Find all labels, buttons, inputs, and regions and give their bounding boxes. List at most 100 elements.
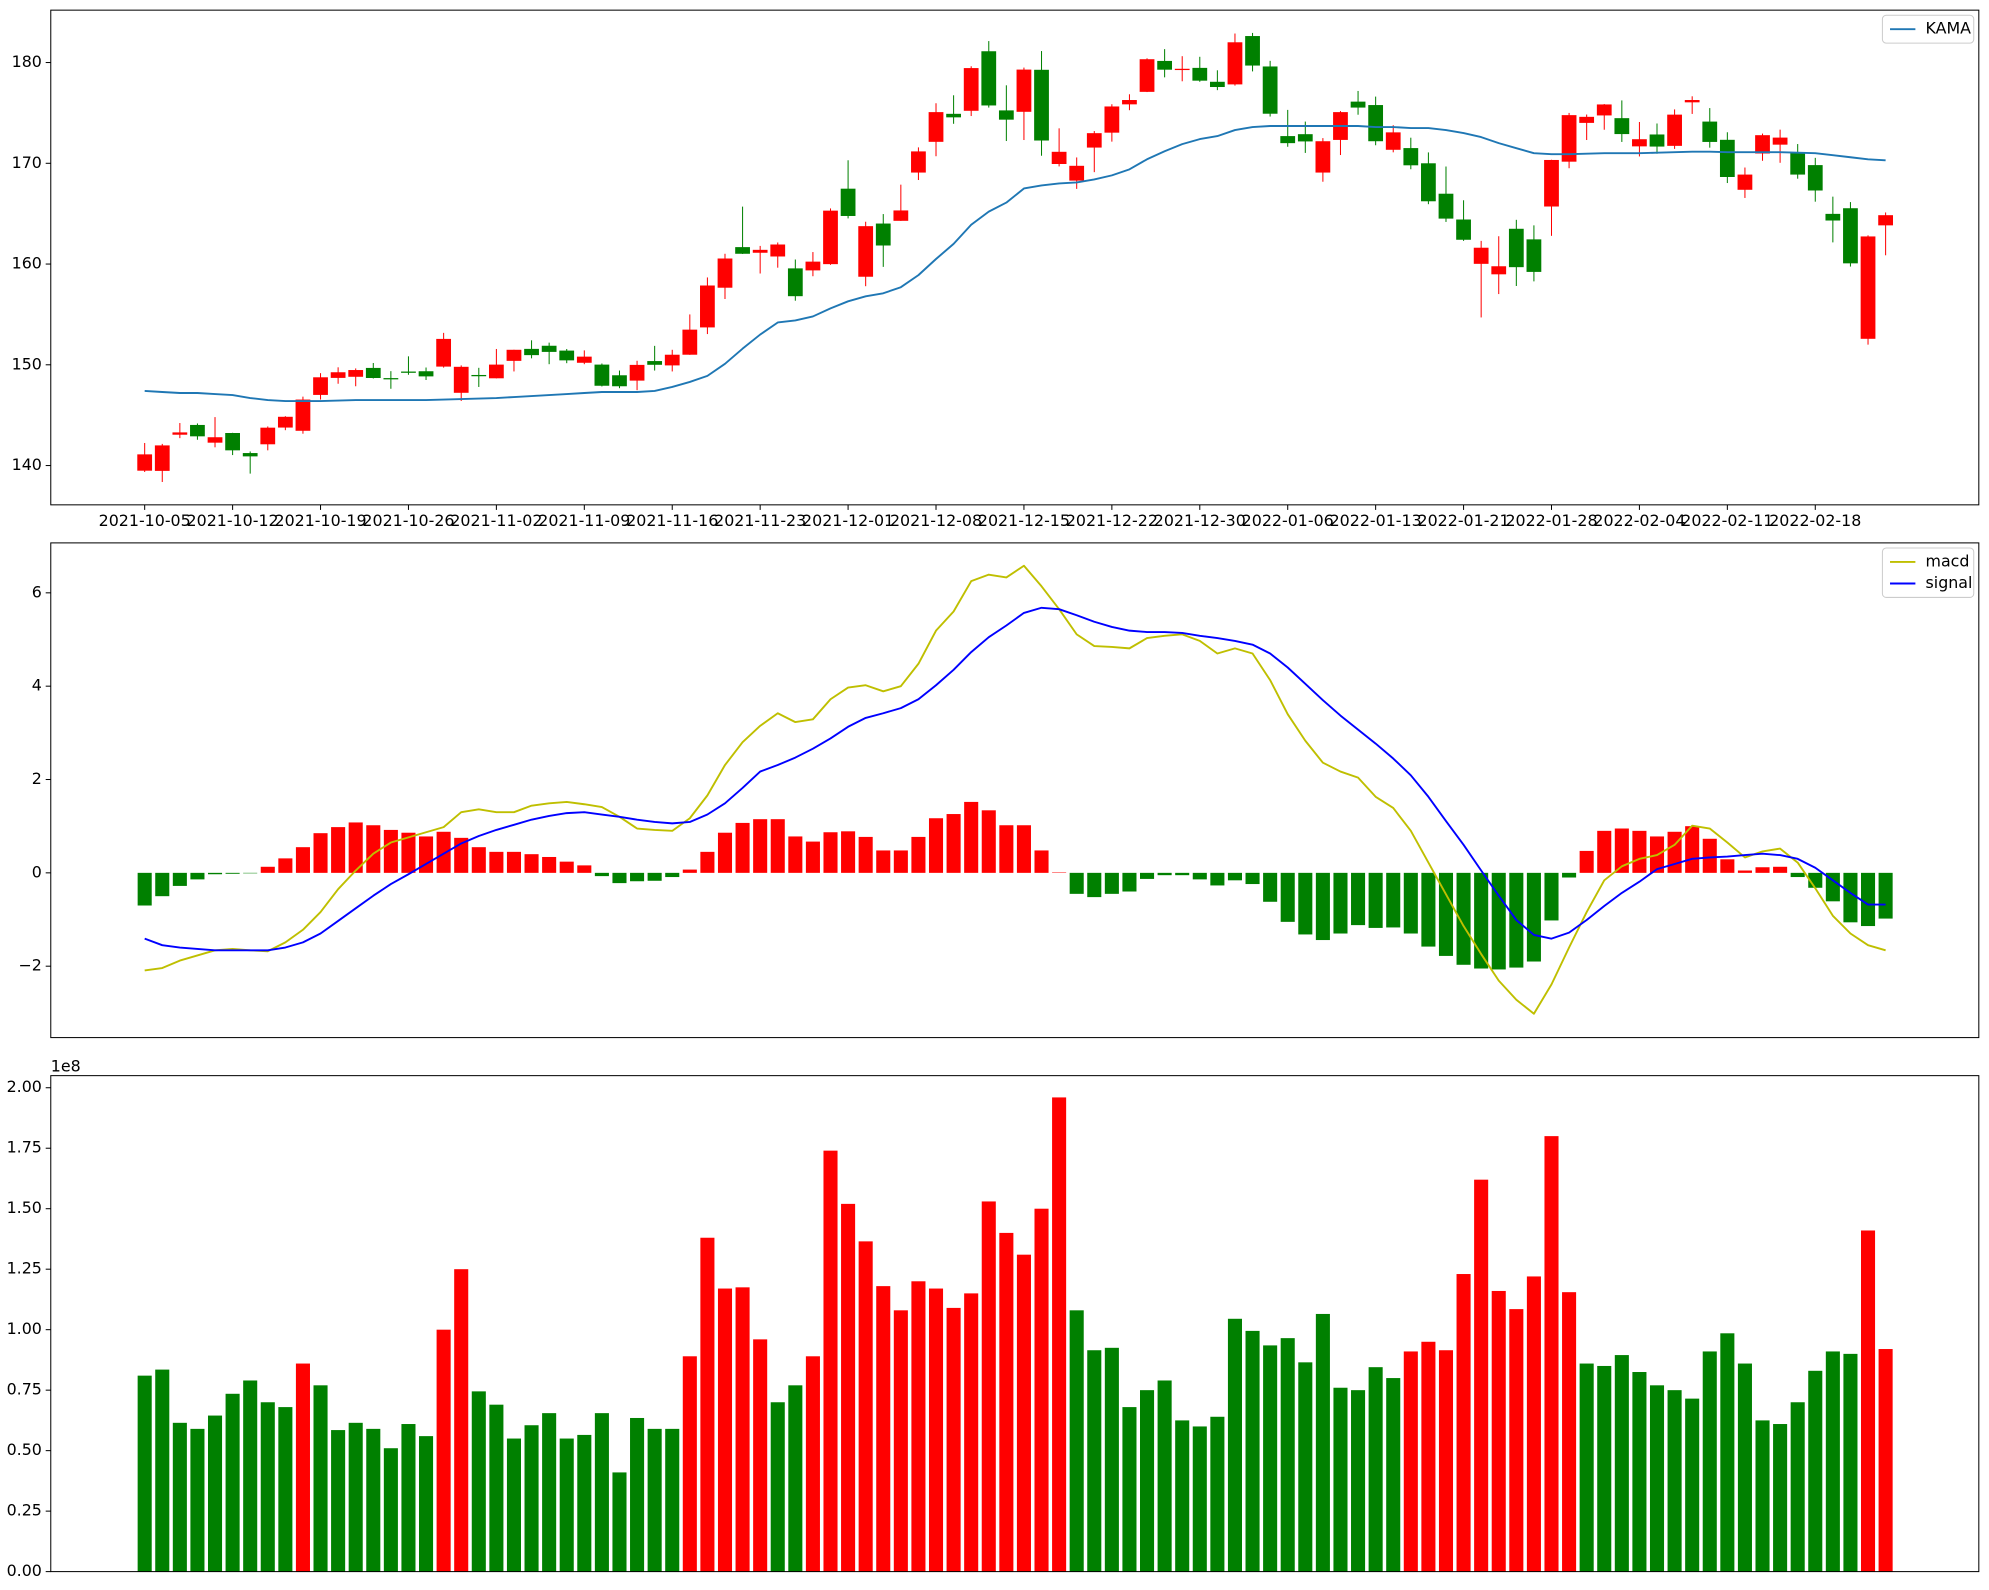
candle-body [207,437,223,443]
histogram-bar [1860,872,1876,927]
bar [1597,1365,1612,1572]
histogram-bar [1104,872,1119,894]
histogram-bar [1438,872,1454,956]
bar [735,1287,750,1572]
histogram-bar [1140,872,1155,879]
bar [770,1402,785,1572]
bar [1614,1355,1629,1572]
candle-body [1192,67,1208,81]
y-tick-label: 0.25 [7,1501,42,1520]
bar [366,1428,381,1572]
x-tick-label: 2021-10-19 [274,511,366,530]
histogram-bar [419,836,434,873]
bar [1122,1407,1137,1572]
histogram-bar [1157,872,1172,876]
candle-body [524,348,539,356]
histogram-bar [348,822,363,873]
bar [1579,1363,1594,1572]
bar [383,1448,398,1572]
bar [1808,1370,1823,1572]
histogram-bar [858,836,873,873]
candle-body [981,51,997,106]
histogram-bar [1034,850,1049,873]
histogram-bar [1227,872,1242,881]
candle-body [436,338,452,367]
candle-body [190,424,205,437]
bar [295,1363,310,1572]
histogram-bar [911,836,926,873]
candle-body [313,377,328,395]
candle-body [612,375,627,387]
candle-body [541,345,557,352]
candle-body [559,350,575,361]
bar [1456,1274,1471,1572]
candle-body [1737,174,1753,190]
x-tick-label: 2021-12-01 [802,511,894,530]
candle-body [295,399,311,431]
x-tick-label: 2022-02-11 [1681,511,1773,530]
bar [946,1307,961,1572]
candle-body [260,427,276,445]
candle-body [963,68,979,111]
bar [630,1417,645,1572]
bar [542,1413,557,1572]
histogram-bar [225,872,240,874]
bar [665,1428,680,1572]
bar [1790,1402,1805,1572]
histogram-bar [1667,831,1682,873]
candle-body [330,372,346,378]
histogram-bar [1386,872,1401,928]
bar [1860,1230,1876,1572]
histogram-bar [155,872,170,897]
histogram-bar [1843,872,1858,923]
histogram-bar [682,869,697,873]
candle-body [1579,116,1595,123]
bar [190,1428,205,1572]
histogram-bar [401,832,416,873]
bar [1685,1398,1700,1572]
histogram-bar [1122,872,1137,892]
bar [436,1329,451,1572]
histogram-bar [1790,872,1805,878]
y-tick-label: −2 [19,956,42,975]
x-tick-label: 2021-11-02 [450,511,542,530]
candle-body [1016,69,1032,112]
y-tick-label: 0.50 [7,1440,42,1459]
histogram-bar [1702,838,1717,873]
candle-body [383,378,399,380]
bar [1368,1367,1383,1572]
histogram-bar [207,872,223,875]
bar [911,1281,926,1572]
bar [1649,1385,1665,1572]
x-tick-label: 2021-11-09 [538,511,630,530]
candle-body [875,223,891,246]
bar [999,1232,1014,1572]
bar [1298,1362,1313,1572]
histogram-bar [1685,826,1700,873]
candle-body [1526,239,1542,272]
candle-body [1139,59,1155,92]
histogram-bar [172,872,187,886]
candle-body [823,210,838,265]
legend: macd signal [1881,547,1975,598]
y-tick-label: 2 [32,769,42,788]
candle-body [893,210,909,221]
bar [1069,1310,1084,1572]
panel: 0.00 0.25 0.50 0.75 1.00 1.25 1.50 1.75 2.00 1e8 [7,1056,1980,1580]
histogram-bar [1562,872,1577,878]
candle-body [752,249,768,253]
legend-label: signal [1926,573,1973,592]
histogram-bar [190,872,205,880]
histogram-bar [1210,872,1225,886]
histogram-bar [1632,830,1647,873]
candle-body [840,188,856,216]
y-tick-label: 0.00 [7,1561,42,1580]
y-tick-label: 0.75 [7,1380,42,1399]
series-line [144,564,1886,1015]
bar [225,1393,240,1572]
y-tick-label: 150 [12,354,42,373]
candle-body [1034,69,1049,141]
bar [471,1391,486,1572]
candle-body [946,113,961,118]
